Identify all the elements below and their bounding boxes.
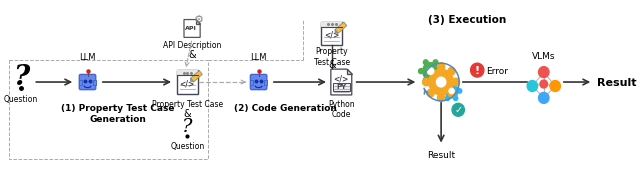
Text: </>: </> [324,31,339,40]
Circle shape [429,69,454,95]
Circle shape [538,92,549,103]
Polygon shape [191,71,202,82]
Circle shape [433,77,438,82]
Text: Question: Question [4,95,38,104]
Text: ?: ? [182,118,193,136]
Text: &: & [184,109,191,119]
FancyBboxPatch shape [177,70,198,94]
Polygon shape [335,22,347,33]
Circle shape [419,69,423,74]
FancyBboxPatch shape [264,80,267,84]
Text: ?: ? [13,64,29,91]
Circle shape [422,78,430,86]
Circle shape [527,80,538,92]
Circle shape [436,77,446,87]
Circle shape [433,60,438,65]
Polygon shape [335,30,338,33]
Text: API: API [185,26,197,31]
Circle shape [458,89,462,93]
Text: !: ! [475,66,480,76]
Circle shape [442,89,445,93]
Circle shape [452,78,460,86]
Text: Error: Error [486,67,508,76]
Circle shape [449,88,454,94]
Text: (2) Code Generation: (2) Code Generation [234,104,337,113]
FancyBboxPatch shape [321,22,342,45]
Text: (3) Execution: (3) Execution [428,15,506,25]
Polygon shape [196,20,200,24]
FancyBboxPatch shape [177,70,198,75]
Circle shape [454,96,458,100]
Text: LLM: LLM [79,53,96,62]
Circle shape [445,96,449,100]
Circle shape [424,77,428,82]
Circle shape [428,68,434,74]
Text: Python
Code: Python Code [328,100,355,119]
Text: (1) Property Test Case
Generation: (1) Property Test Case Generation [61,104,175,124]
Circle shape [427,67,434,75]
Circle shape [438,94,445,101]
Polygon shape [347,69,352,74]
FancyBboxPatch shape [250,80,253,84]
Circle shape [445,84,458,98]
Circle shape [470,63,484,77]
Circle shape [424,60,428,65]
Circle shape [438,63,445,70]
Circle shape [422,63,439,80]
Text: </>: </> [333,74,349,84]
FancyBboxPatch shape [93,80,96,84]
Text: Result: Result [597,78,637,88]
Circle shape [550,80,561,92]
Text: API Description: API Description [163,41,221,50]
Circle shape [454,81,458,86]
FancyBboxPatch shape [79,80,82,84]
Text: Property Test Case: Property Test Case [152,100,223,109]
Polygon shape [331,69,352,95]
Text: Question: Question [170,142,204,150]
Text: Property
Test Case: Property Test Case [314,47,350,67]
Polygon shape [191,78,194,82]
Circle shape [438,69,443,74]
Polygon shape [184,20,200,37]
Text: VLMs: VLMs [532,52,556,61]
Circle shape [445,81,449,86]
Text: </>: </> [180,79,195,89]
FancyBboxPatch shape [333,83,350,91]
Text: &: & [188,50,196,60]
Circle shape [448,67,455,75]
Circle shape [448,89,455,97]
FancyBboxPatch shape [79,74,96,90]
Circle shape [452,103,465,116]
FancyBboxPatch shape [321,22,342,27]
Text: Result: Result [427,152,455,160]
FancyBboxPatch shape [250,74,267,90]
Text: PY: PY [336,84,346,90]
Text: ⚙: ⚙ [194,15,204,25]
Text: ✓: ✓ [454,105,462,115]
Text: &: & [328,60,335,70]
Circle shape [427,89,434,97]
Text: LLM: LLM [250,53,267,62]
Circle shape [540,80,548,88]
Circle shape [538,67,549,78]
